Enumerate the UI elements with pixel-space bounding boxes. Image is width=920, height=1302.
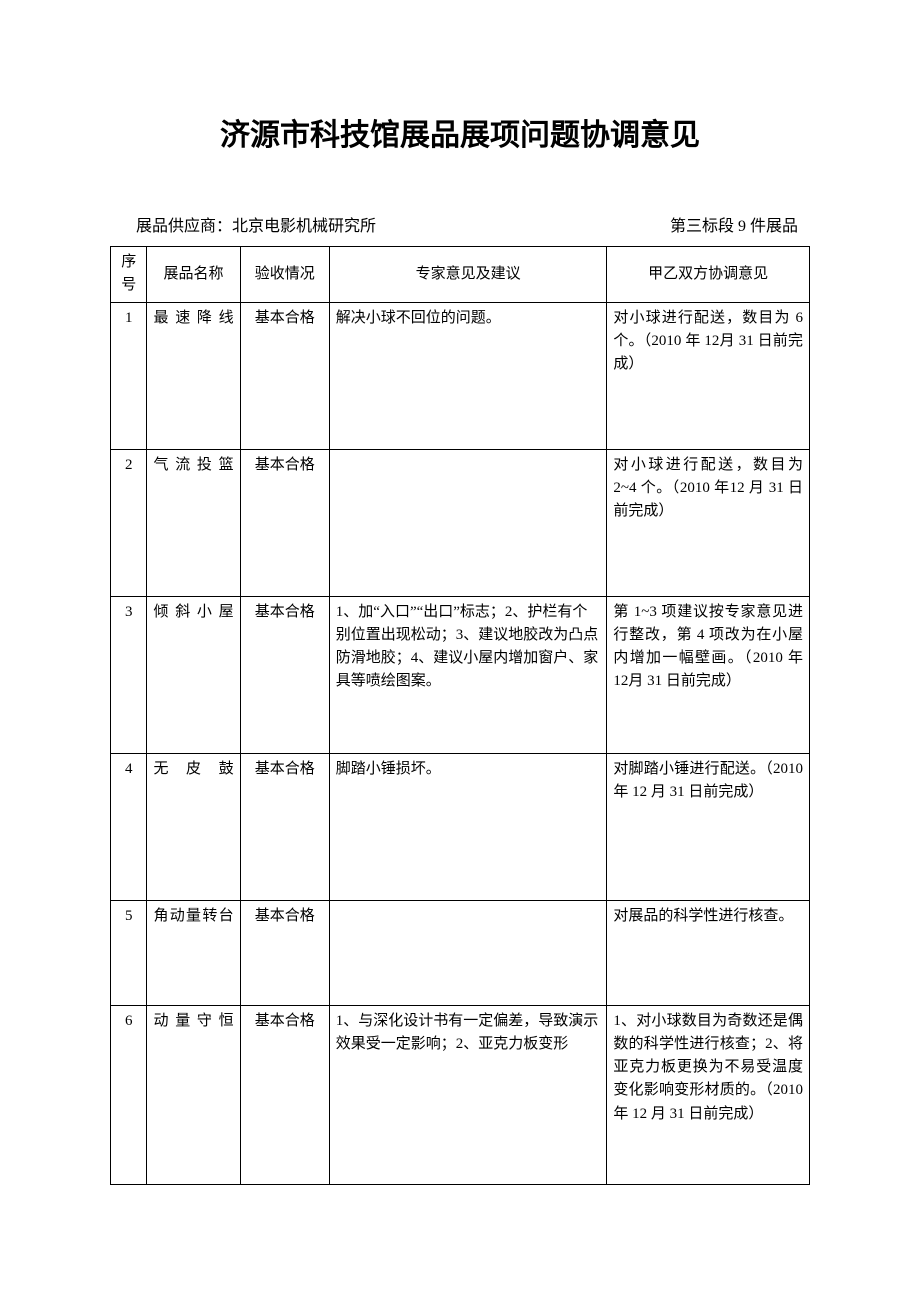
- cell-coord: 对小球进行配送，数目为 6 个。（2010 年 12月 31 日前完成）: [607, 302, 810, 449]
- table-row: 4 无皮鼓 基本合格 脚踏小锤损坏。 对脚踏小锤进行配送。（2010 年 12 …: [111, 753, 810, 900]
- cell-status: 基本合格: [240, 302, 329, 449]
- cell-expert: [329, 449, 607, 596]
- cell-index: 6: [111, 1005, 147, 1184]
- cell-coord: 1、对小球数目为奇数还是偶数的科学性进行核查；2、将亚克力板更换为不易受温度变化…: [607, 1005, 810, 1184]
- document-subheader: 展品供应商：北京电影机械研究所 第三标段 9 件展品: [110, 212, 810, 236]
- table-row: 1 最速降线 基本合格 解决小球不回位的问题。 对小球进行配送，数目为 6 个。…: [111, 302, 810, 449]
- cell-coord: 第 1~3 项建议按专家意见进行整改，第 4 项改为在小屋内增加一幅壁画。（20…: [607, 596, 810, 753]
- cell-coord: 对展品的科学性进行核查。: [607, 900, 810, 1005]
- col-header-expert: 专家意见及建议: [329, 247, 607, 303]
- cell-index: 2: [111, 449, 147, 596]
- col-header-status: 验收情况: [240, 247, 329, 303]
- cell-name: 气流投篮: [147, 449, 240, 596]
- cell-name: 动量守恒: [147, 1005, 240, 1184]
- cell-expert: 1、与深化设计书有一定偏差，导致演示效果受一定影响；2、亚克力板变形: [329, 1005, 607, 1184]
- cell-expert: [329, 900, 607, 1005]
- cell-expert: 解决小球不回位的问题。: [329, 302, 607, 449]
- cell-name: 最速降线: [147, 302, 240, 449]
- table-row: 2 气流投篮 基本合格 对小球进行配送，数目为 2~4 个。（2010 年12 …: [111, 449, 810, 596]
- col-header-name: 展品名称: [147, 247, 240, 303]
- cell-coord: 对小球进行配送，数目为 2~4 个。（2010 年12 月 31 日前完成）: [607, 449, 810, 596]
- cell-expert: 脚踏小锤损坏。: [329, 753, 607, 900]
- supplier-label: 展品供应商：北京电影机械研究所: [112, 212, 376, 236]
- cell-status: 基本合格: [240, 900, 329, 1005]
- cell-index: 1: [111, 302, 147, 449]
- col-header-index: 序号: [111, 247, 147, 303]
- document-page: 济源市科技馆展品展项问题协调意见 展品供应商：北京电影机械研究所 第三标段 9 …: [0, 0, 920, 1302]
- coordination-table: 序号 展品名称 验收情况 专家意见及建议 甲乙双方协调意见 1 最速降线 基本合…: [110, 246, 810, 1185]
- table-row: 6 动量守恒 基本合格 1、与深化设计书有一定偏差，导致演示效果受一定影响；2、…: [111, 1005, 810, 1184]
- cell-name: 倾斜小屋: [147, 596, 240, 753]
- cell-name: 无皮鼓: [147, 753, 240, 900]
- table-row: 5 角动量转台 基本合格 对展品的科学性进行核查。: [111, 900, 810, 1005]
- cell-coord: 对脚踏小锤进行配送。（2010 年 12 月 31 日前完成）: [607, 753, 810, 900]
- col-header-coord: 甲乙双方协调意见: [607, 247, 810, 303]
- section-label: 第三标段 9 件展品: [670, 212, 808, 236]
- cell-index: 5: [111, 900, 147, 1005]
- table-header-row: 序号 展品名称 验收情况 专家意见及建议 甲乙双方协调意见: [111, 247, 810, 303]
- cell-index: 3: [111, 596, 147, 753]
- cell-index: 4: [111, 753, 147, 900]
- document-title: 济源市科技馆展品展项问题协调意见: [110, 110, 810, 154]
- cell-status: 基本合格: [240, 1005, 329, 1184]
- cell-status: 基本合格: [240, 596, 329, 753]
- cell-status: 基本合格: [240, 449, 329, 596]
- cell-status: 基本合格: [240, 753, 329, 900]
- table-row: 3 倾斜小屋 基本合格 1、加“入口”“出口”标志；2、护栏有个别位置出现松动；…: [111, 596, 810, 753]
- cell-expert: 1、加“入口”“出口”标志；2、护栏有个别位置出现松动；3、建议地胶改为凸点防滑…: [329, 596, 607, 753]
- cell-name: 角动量转台: [147, 900, 240, 1005]
